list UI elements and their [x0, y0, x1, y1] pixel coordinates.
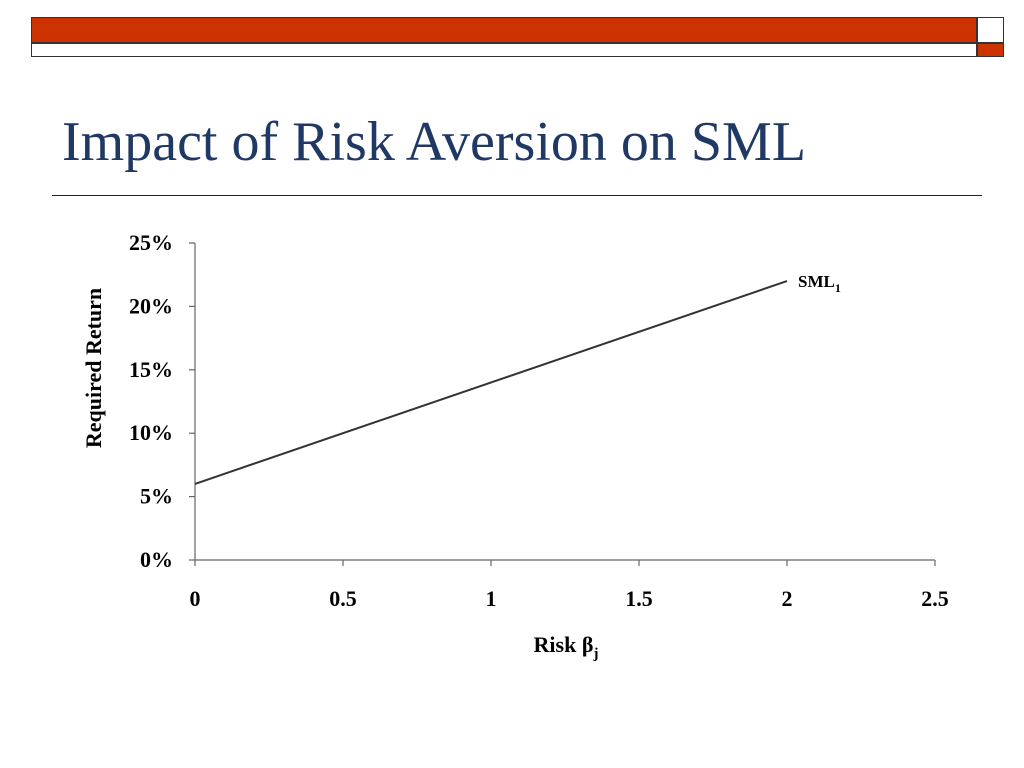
x-tick-label: 0: [190, 586, 201, 611]
y-tick-label: 0%: [140, 547, 173, 572]
y-tick-label: 15%: [129, 357, 173, 382]
x-tick-label: 1: [486, 586, 497, 611]
chart-ticks: 0% 5% 10% 15% 20% 25% 0 0.5 1 1.5 2 2.5: [129, 230, 949, 611]
header-accent-bar: [31, 17, 977, 43]
x-axis-title: Risk βj: [534, 632, 599, 662]
x-tick-label: 1.5: [625, 586, 653, 611]
series-label: SML1: [798, 272, 841, 295]
series-label-text: SML: [798, 272, 835, 291]
y-tick-label: 10%: [129, 420, 173, 445]
y-tick-label: 20%: [129, 293, 173, 318]
chart-series: SML1: [194, 272, 841, 485]
series-line: [194, 280, 788, 485]
x-tick-label: 2.5: [921, 586, 949, 611]
title-divider: [52, 195, 982, 196]
chart-axes: [194, 243, 935, 561]
series-label-subscript: 1: [835, 281, 841, 295]
header-secondary-bar: [31, 43, 977, 57]
header-corner-square: [977, 17, 1004, 43]
x-tick-label: 2: [782, 586, 793, 611]
header-corner-accent-square: [977, 43, 1004, 57]
x-axis-title-subscript: j: [592, 646, 598, 662]
y-axis-title: Required Return: [81, 288, 106, 448]
x-tick-label: 0.5: [329, 586, 357, 611]
x-axis-title-text: Risk β: [534, 632, 594, 657]
y-tick-label: 5%: [140, 484, 173, 509]
slide-title: Impact of Risk Aversion on SML: [62, 111, 807, 173]
y-tick-label: 25%: [129, 230, 173, 255]
